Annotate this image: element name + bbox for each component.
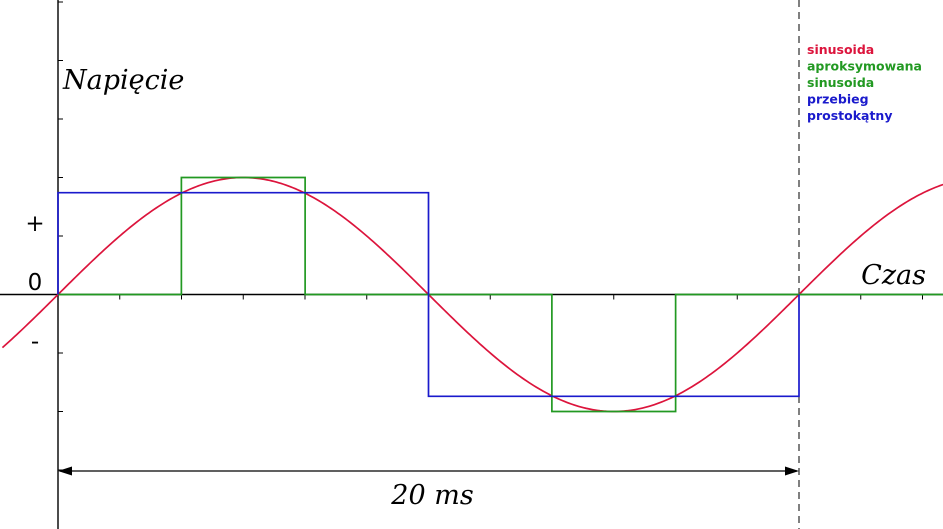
series-line-2 xyxy=(57,191,800,398)
legend-entry-2-line-0: przebieg xyxy=(807,92,869,107)
legend-entry-1-line-0: aproksymowana xyxy=(807,59,922,74)
legend-entry-0-line-0: sinusoida xyxy=(807,42,874,57)
legend-entry-2-line-1: prostokątny xyxy=(807,108,892,123)
series-line-1 xyxy=(58,176,943,413)
legend: sinusoidaaproksymowanasinusoidaprzebiegp… xyxy=(807,42,922,123)
y-axis-label: Napięcie xyxy=(62,65,184,96)
series-line-0 xyxy=(1,176,943,413)
zero-label: 0 xyxy=(28,270,43,296)
legend-entry-1-line-1: sinusoida xyxy=(807,75,874,90)
period-label: 20 ms xyxy=(390,480,473,511)
plus-sign-label: + xyxy=(25,211,44,237)
minus-sign-label: - xyxy=(31,329,39,355)
period-arrow-right xyxy=(785,466,799,476)
plot-area xyxy=(1,176,943,413)
period-arrow-left xyxy=(58,466,72,476)
x-axis-label: Czas xyxy=(861,260,926,291)
